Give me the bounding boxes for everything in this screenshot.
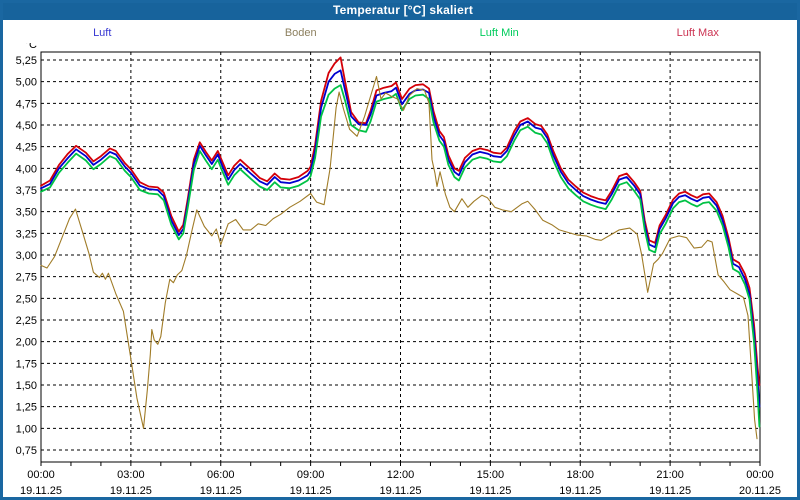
x-date-label: 20.11.25 — [739, 485, 781, 497]
plot-border — [40, 51, 761, 463]
x-time-label: 18:00 — [566, 469, 594, 481]
x-date-label: 19.11.25 — [469, 485, 511, 497]
y-tick-label: 3,75 — [16, 185, 37, 197]
x-date-label: 19.11.25 — [20, 485, 62, 497]
y-tick-label: 1,75 — [16, 358, 37, 370]
y-tick-label: 4,00 — [16, 163, 37, 175]
x-time-label: 06:00 — [207, 469, 235, 481]
series-line-boden — [40, 75, 758, 440]
page-title: Temperatur [°C] skaliert — [332, 3, 474, 17]
y-tick-label: 1,25 — [16, 402, 37, 414]
legend-item-luft-max[interactable]: Luft Max — [676, 27, 719, 39]
y-tick-label: 4,50 — [16, 120, 37, 132]
y-tick-label: 2,25 — [16, 315, 37, 327]
x-date-label: 19.11.25 — [559, 485, 601, 497]
y-tick-label: 2,50 — [16, 293, 37, 305]
x-time-label: 21:00 — [656, 469, 684, 481]
y-tick-label: 1,50 — [16, 380, 37, 392]
legend-item-luft[interactable]: Luft — [93, 27, 112, 39]
y-tick-label: 0,75 — [16, 445, 37, 457]
y-tick-label: 4,25 — [16, 142, 37, 154]
y-tick-label: 2,00 — [16, 337, 37, 349]
x-time-label: 12:00 — [387, 469, 415, 481]
y-tick-label: 3,25 — [16, 228, 37, 240]
x-date-label: 19.11.25 — [200, 485, 242, 497]
y-tick-label: 1,00 — [16, 423, 37, 435]
y-tick-label: 3,00 — [16, 250, 37, 262]
y-tick-label: 4,75 — [16, 98, 37, 110]
series-line-luft-min — [40, 84, 761, 428]
chart-legend: Luft Boden Luft Min Luft Max — [3, 23, 797, 43]
y-tick-label: 5,00 — [16, 77, 37, 89]
x-date-label: 19.11.25 — [110, 485, 152, 497]
x-time-label: 09:00 — [297, 469, 325, 481]
x-time-label: 00:00 — [27, 469, 55, 481]
x-time-label: 15:00 — [477, 469, 505, 481]
y-tick-label: 5,25 — [16, 55, 37, 67]
y-tick-label: 3,50 — [16, 207, 37, 219]
x-date-label: 19.11.25 — [649, 485, 691, 497]
window-titlebar: Temperatur [°C] skaliert — [3, 3, 797, 20]
x-date-label: 19.11.25 — [379, 485, 421, 497]
y-tick-label: 2,75 — [16, 272, 37, 284]
x-time-label: 03:00 — [117, 469, 145, 481]
x-time-label: 00:00 — [746, 469, 774, 481]
x-date-label: 19.11.25 — [290, 485, 332, 497]
legend-item-boden[interactable]: Boden — [284, 27, 317, 39]
legend-item-luft-min[interactable]: Luft Min — [479, 27, 519, 39]
